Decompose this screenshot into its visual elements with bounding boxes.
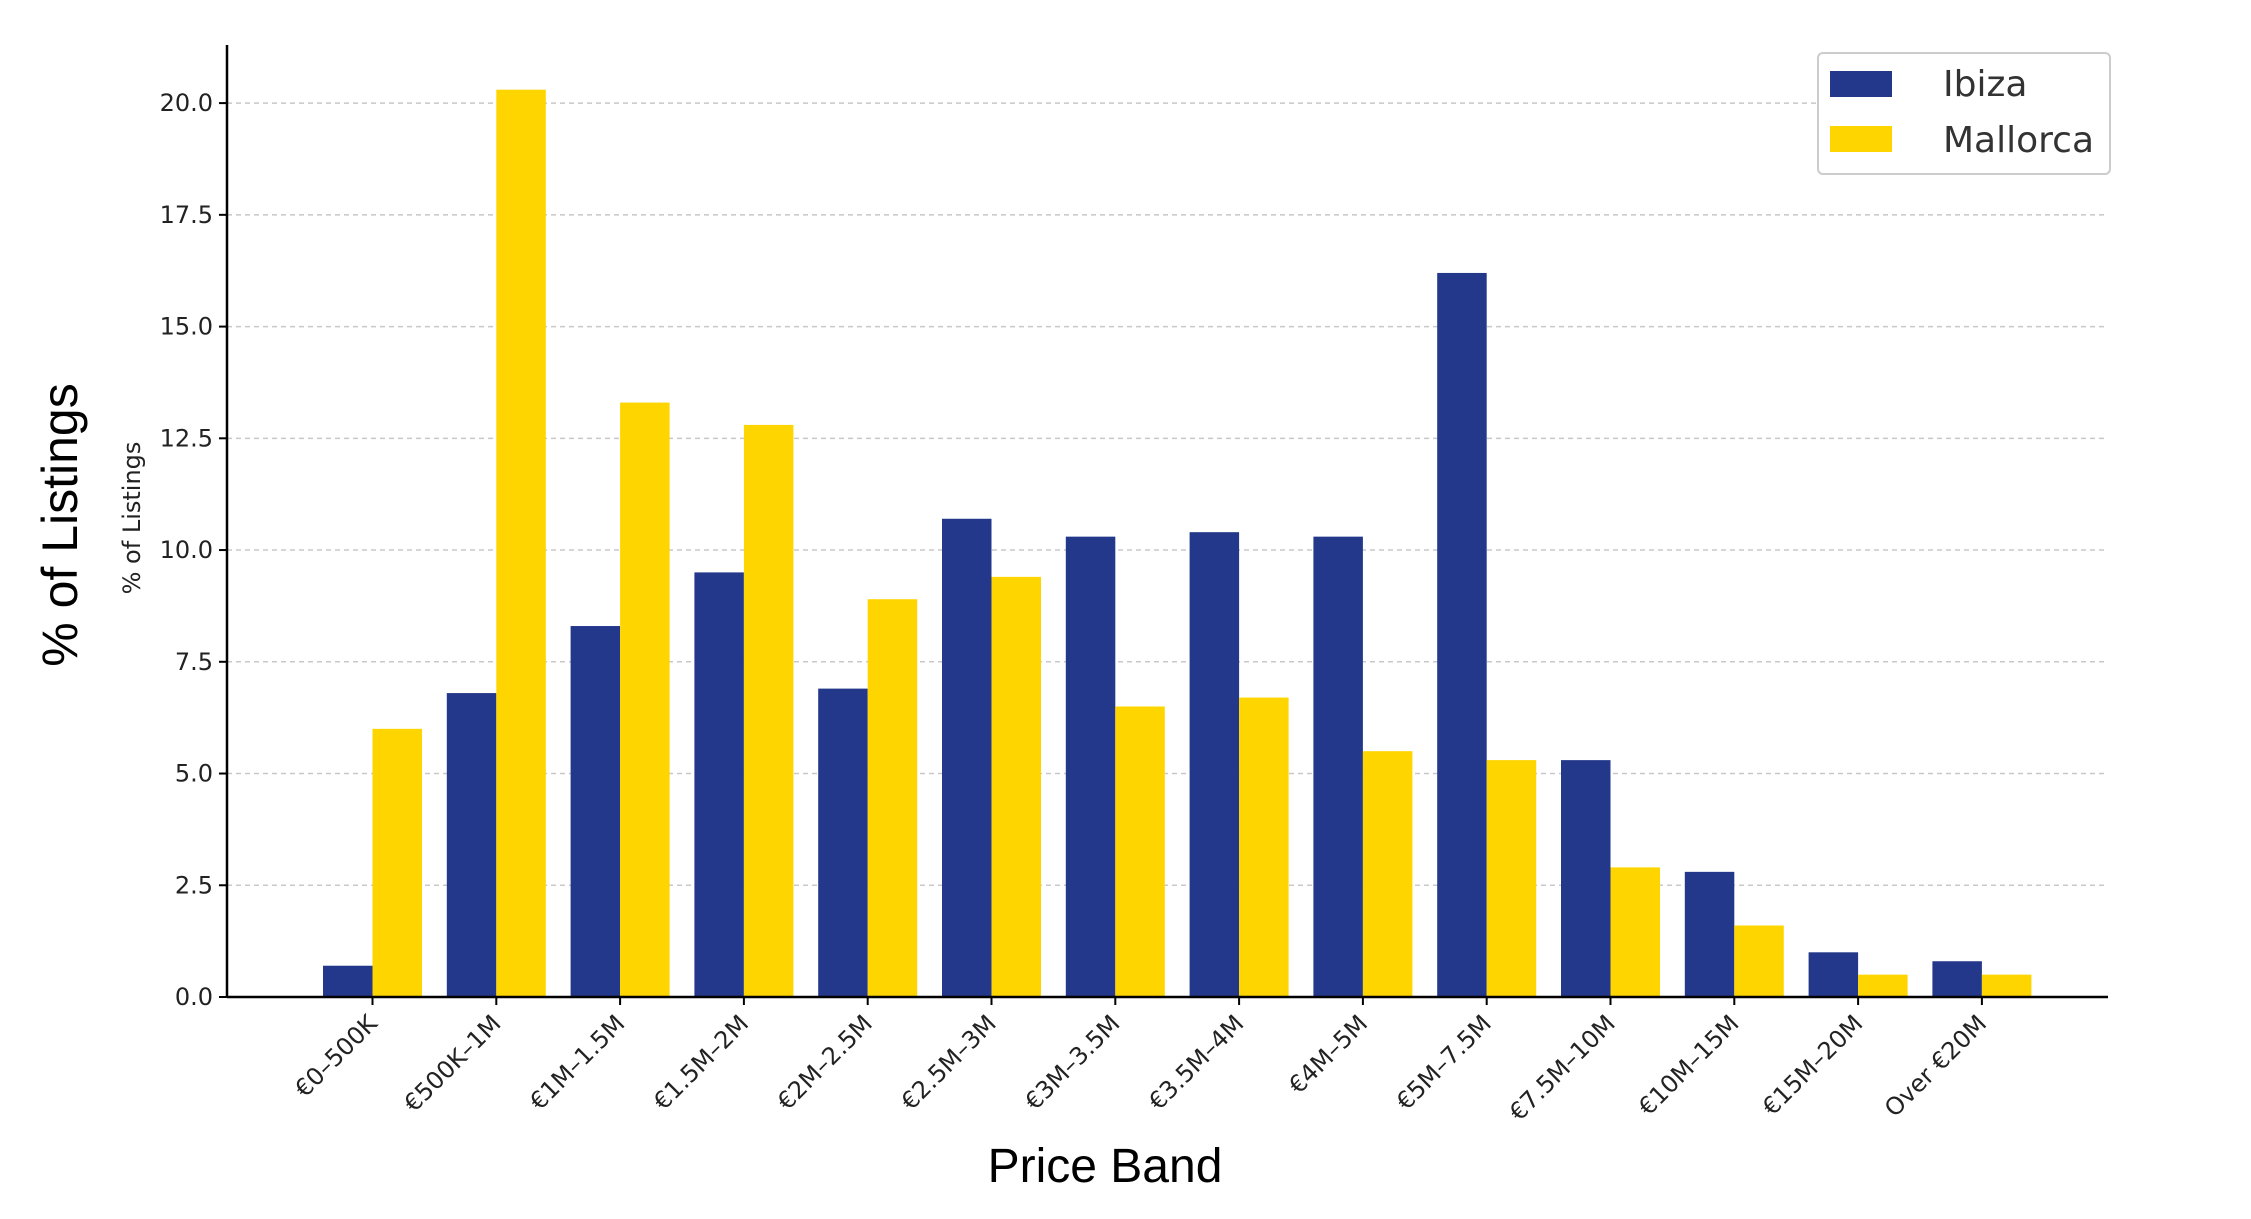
legend-label-ibiza: Ibiza	[1943, 64, 2027, 105]
legend-label-mallorca: Mallorca	[1943, 120, 2094, 161]
x-tick-label: €500K–1M	[398, 1009, 506, 1117]
y-tick-labels: 0.0 2.5 5.0 7.5 10.0 12.5 15.0 17.5 20.0	[160, 89, 227, 1011]
legend: Ibiza Mallorca	[1817, 52, 2111, 175]
x-tick-label: €2M–2.5M	[772, 1009, 878, 1115]
bar-ibiza	[446, 693, 497, 997]
bar-mallorca	[1362, 751, 1413, 997]
x-tick-label: €3M–3.5M	[1019, 1009, 1125, 1115]
bar-mallorca	[1115, 706, 1165, 997]
bar-mallorca	[372, 728, 422, 997]
y-axis-title: % of Listings	[32, 383, 88, 666]
y-tick-label: 7.5	[175, 648, 213, 676]
bar-ibiza	[1189, 532, 1240, 997]
x-tick-label: €1.5M–2M	[648, 1009, 754, 1115]
gridlines	[227, 102, 2108, 887]
bar-mallorca	[1981, 974, 2032, 997]
bar-ibiza	[1684, 871, 1735, 997]
bar-ibiza	[570, 626, 621, 997]
x-tick-label: €0–500K	[289, 1009, 383, 1103]
y-axis-inner-title: % of Listings	[118, 442, 146, 595]
bar-mallorca	[867, 599, 918, 997]
x-tick-label: €15M–20M	[1757, 1009, 1869, 1121]
x-axis-title: Price Band	[988, 1140, 1223, 1193]
x-tick-label: €10M–15M	[1633, 1009, 1745, 1121]
legend-swatch-mallorca	[1830, 126, 1892, 152]
y-tick-label: 5.0	[175, 760, 213, 788]
x-tick-label: €4M–5M	[1283, 1009, 1373, 1099]
bar-mallorca	[991, 576, 1041, 997]
bar-mallorca	[1610, 867, 1660, 997]
bar-mallorca	[496, 89, 546, 998]
x-tick-label: €5M–7.5M	[1391, 1009, 1497, 1115]
y-tick-label: 10.0	[160, 536, 213, 564]
legend-swatch-ibiza	[1830, 71, 1892, 97]
bar-ibiza	[942, 518, 992, 997]
x-tick-label: €7.5M–10M	[1504, 1009, 1621, 1126]
x-tick-labels: €0–500K €500K–1M €1M–1.5M €1.5M–2M €2M–2.5M €…	[289, 997, 1992, 1126]
y-tick-label: 20.0	[160, 89, 213, 117]
y-tick-label: 12.5	[160, 424, 213, 452]
y-tick-label: 2.5	[175, 871, 213, 899]
y-tick-label: 17.5	[160, 201, 213, 229]
bar-ibiza	[694, 572, 744, 997]
bar-mallorca	[1734, 925, 1784, 997]
bar-ibiza	[1313, 536, 1363, 997]
axes	[225, 45, 2108, 999]
x-tick-label: €1M–1.5M	[524, 1009, 630, 1115]
bar-ibiza	[1808, 952, 1859, 997]
bar-mallorca	[1239, 697, 1289, 997]
x-tick-label: €3.5M–4M	[1143, 1009, 1249, 1115]
bar-ibiza	[323, 965, 373, 997]
bar-ibiza	[1932, 961, 1982, 997]
x-tick-label: Over €20M	[1879, 1009, 1992, 1122]
bar-mallorca	[1858, 974, 1908, 997]
bar-ibiza	[1437, 272, 1487, 997]
y-tick-label: 0.0	[175, 983, 213, 1011]
y-tick-label: 15.0	[160, 313, 213, 341]
bar-mallorca	[743, 424, 794, 997]
x-tick-label: €2.5M–3M	[896, 1009, 1002, 1115]
bar-mallorca	[1486, 760, 1537, 997]
bar-ibiza	[1561, 760, 1611, 997]
bar-mallorca	[620, 402, 670, 997]
bars	[323, 89, 2032, 998]
bar-ibiza	[1065, 536, 1116, 997]
bar-ibiza	[818, 688, 868, 997]
